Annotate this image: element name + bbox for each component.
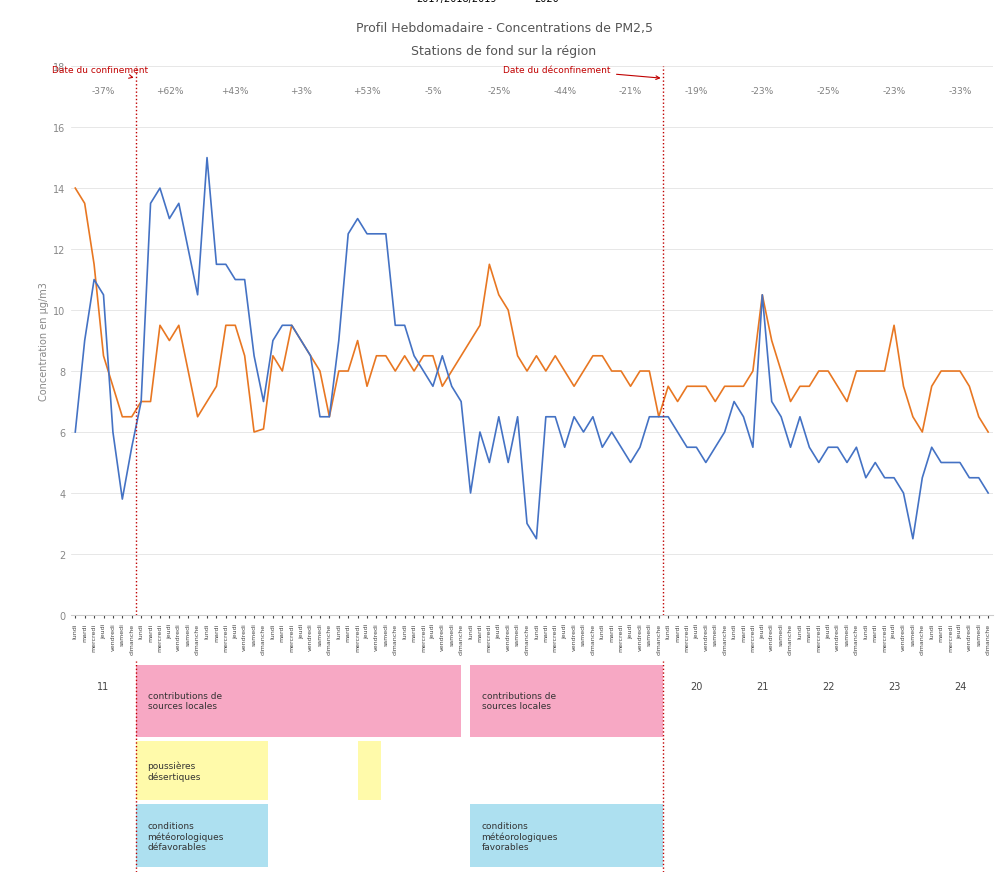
Bar: [136, 805, 268, 867]
Text: conditions
météorologiques
défavorables: conditions météorologiques défavorables: [147, 821, 224, 851]
Text: 15: 15: [361, 681, 373, 691]
Text: +53%: +53%: [353, 87, 381, 96]
Text: conditions
météorologiques
favorables: conditions météorologiques favorables: [482, 821, 557, 851]
Text: -33%: -33%: [949, 87, 972, 96]
Text: -44%: -44%: [553, 87, 577, 96]
Bar: [136, 665, 462, 737]
Y-axis label: Concentration en µg/m3: Concentration en µg/m3: [39, 282, 49, 401]
Text: -25%: -25%: [816, 87, 840, 96]
Text: 22: 22: [822, 681, 835, 691]
Bar: [471, 665, 663, 737]
Legend: 2017/2018/2019, 2020: 2017/2018/2019, 2020: [390, 0, 562, 7]
Text: +3%: +3%: [290, 87, 312, 96]
Text: 12: 12: [163, 681, 175, 691]
Text: Date du confinement: Date du confinement: [51, 65, 148, 80]
Text: -23%: -23%: [882, 87, 905, 96]
Text: +43%: +43%: [222, 87, 249, 96]
Text: 16: 16: [426, 681, 439, 691]
Text: 18: 18: [558, 681, 571, 691]
Text: -21%: -21%: [619, 87, 642, 96]
Text: -23%: -23%: [751, 87, 774, 96]
Text: poussières
désertiques: poussières désertiques: [147, 760, 201, 780]
Text: 21: 21: [756, 681, 768, 691]
Text: Profil Hebdomadaire - Concentrations de PM2,5: Profil Hebdomadaire - Concentrations de …: [356, 22, 652, 36]
Text: Date du déconfinement: Date du déconfinement: [503, 65, 659, 80]
Text: contributions de
sources locales: contributions de sources locales: [482, 691, 555, 711]
Text: contributions de
sources locales: contributions de sources locales: [147, 691, 222, 711]
Text: Stations de fond sur la région: Stations de fond sur la région: [411, 45, 597, 58]
Text: -37%: -37%: [92, 87, 115, 96]
Text: -5%: -5%: [424, 87, 442, 96]
Text: 23: 23: [888, 681, 900, 691]
Text: 14: 14: [295, 681, 307, 691]
Text: +62%: +62%: [155, 87, 183, 96]
Text: -25%: -25%: [487, 87, 510, 96]
Bar: [471, 805, 663, 867]
Text: -19%: -19%: [684, 87, 708, 96]
Bar: [358, 741, 381, 800]
Text: 20: 20: [690, 681, 703, 691]
Text: 24: 24: [954, 681, 966, 691]
Text: 13: 13: [229, 681, 241, 691]
Text: 19: 19: [624, 681, 637, 691]
Text: 17: 17: [493, 681, 505, 691]
Bar: [136, 741, 268, 800]
Text: 11: 11: [98, 681, 110, 691]
